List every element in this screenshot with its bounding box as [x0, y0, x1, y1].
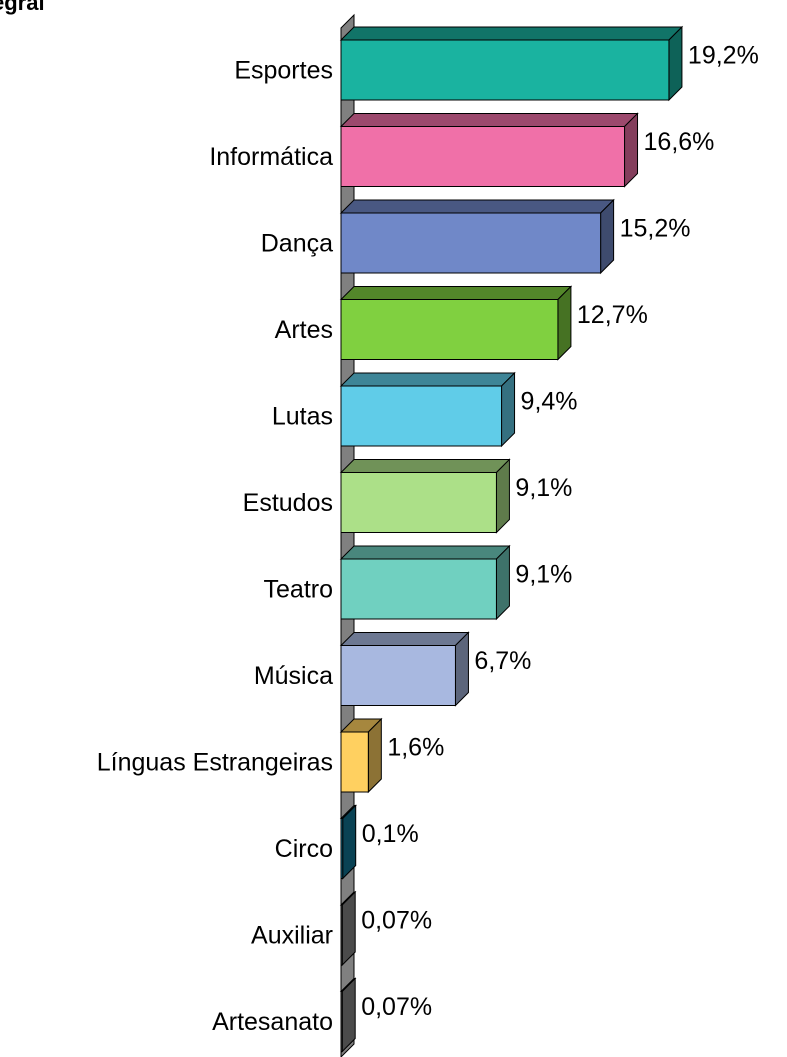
value-label: 9,4% [521, 388, 578, 416]
bar-face [340, 299, 559, 360]
bar-face [340, 385, 503, 447]
bar [339, 977, 357, 1053]
bar [339, 717, 383, 794]
category-label: Informática [209, 143, 333, 171]
bar-face [339, 545, 511, 560]
bar [339, 112, 639, 188]
bar-face [341, 977, 356, 1053]
category-label: Esportes [234, 57, 333, 85]
category-label: Dança [261, 230, 333, 258]
bar [339, 458, 511, 534]
bar-face [339, 113, 639, 127]
category-label: Artesanato [212, 1008, 333, 1036]
category-label: Circo [275, 835, 333, 863]
chart-title: egral [0, 0, 45, 15]
bar [339, 890, 357, 967]
bar-face [340, 39, 670, 101]
bar-face [339, 199, 615, 214]
bar-face [339, 26, 684, 41]
category-label: Línguas Estrangeiras [97, 749, 333, 777]
bar [339, 285, 573, 361]
value-label: 0,1% [362, 820, 419, 848]
bar [339, 198, 615, 275]
value-label: 19,2% [688, 42, 759, 70]
bar [339, 544, 511, 621]
category-label: Auxiliar [251, 922, 333, 950]
bar-face [340, 645, 456, 706]
category-label: Teatro [264, 576, 333, 604]
bar-face [340, 991, 343, 1052]
bar-face [340, 818, 344, 879]
bar-face [600, 198, 615, 275]
axis-wall [340, 13, 355, 1057]
category-label: Artes [275, 316, 333, 344]
value-label: 6,7% [474, 647, 531, 675]
bar-face [624, 112, 639, 188]
category-label: Lutas [272, 403, 333, 431]
category-label: Música [254, 662, 333, 690]
value-label: 0,07% [361, 993, 432, 1021]
bar-face [339, 372, 516, 387]
bar [339, 631, 470, 707]
bar-face [557, 285, 572, 361]
bar-face [342, 804, 357, 880]
bar-face [340, 472, 497, 533]
value-label: 0,07% [361, 907, 432, 935]
value-label: 9,1% [515, 474, 572, 502]
bar-face [340, 904, 343, 966]
bar-face [339, 286, 573, 300]
bar-face [340, 126, 626, 187]
bar-face [367, 717, 382, 794]
bar-face [340, 558, 497, 620]
bar-face [340, 731, 369, 793]
bar [339, 25, 684, 102]
category-label: Estudos [243, 489, 333, 517]
value-label: 9,1% [515, 561, 572, 589]
bar-face [341, 890, 356, 967]
bar-face [454, 631, 469, 707]
value-label: 12,7% [577, 301, 648, 329]
bar-face [495, 544, 510, 621]
bar-face [501, 371, 516, 448]
value-label: 16,6% [644, 128, 715, 156]
bar [339, 804, 357, 880]
value-label: 15,2% [620, 215, 691, 243]
bar [339, 371, 516, 448]
bar-face [339, 459, 511, 473]
bar-face [339, 632, 470, 646]
bar-face [495, 458, 510, 534]
value-label: 1,6% [387, 734, 444, 762]
bar-face [668, 25, 683, 102]
bar-face [340, 212, 602, 274]
